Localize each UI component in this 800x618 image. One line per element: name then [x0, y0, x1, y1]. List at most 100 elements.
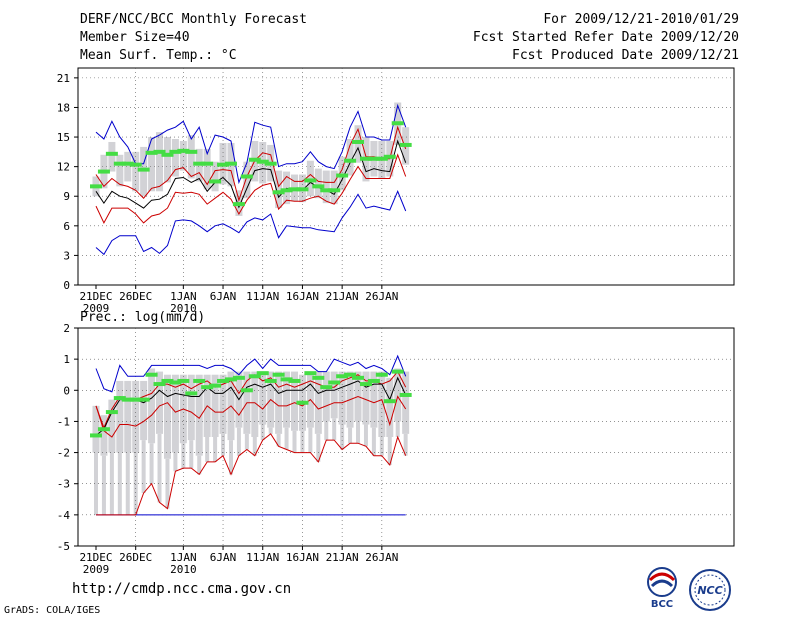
box-day-33: [346, 139, 354, 176]
median-marker-day-15: [201, 385, 214, 390]
median-marker-day-7: [137, 167, 150, 172]
box-day-31: [330, 170, 338, 205]
whisker-day-8: [149, 443, 154, 484]
x-tick-label: 11JAN: [246, 551, 279, 564]
median-marker-day-17: [217, 162, 230, 167]
whisker-day-29: [316, 433, 321, 462]
x-tick-label: 21DEC: [79, 551, 112, 564]
box-day-8: [148, 368, 156, 444]
series-mean-line: [95, 139, 407, 209]
median-marker-day-21: [248, 374, 261, 379]
box-day-31: [330, 371, 338, 419]
median-marker-day-5: [121, 397, 134, 402]
median-marker-day-8: [145, 372, 158, 377]
median-marker-day-1: [90, 184, 102, 189]
x-tick-label: 16JAN: [286, 290, 319, 303]
box-day-11: [171, 374, 179, 453]
median-marker-day-5: [121, 161, 134, 166]
y-tick-label: 12: [57, 161, 70, 174]
ncc-logo-text: NCC: [697, 584, 722, 597]
median-marker-day-2: [97, 427, 110, 432]
box-day-20: [243, 161, 251, 199]
median-marker-day-18: [224, 161, 237, 166]
forecast-period-label: For 2009/12/21-2010/01/29: [543, 12, 739, 27]
median-marker-day-39: [391, 121, 404, 126]
whisker-day-39: [395, 421, 400, 437]
median-marker-day-21: [248, 157, 261, 162]
median-marker-day-8: [145, 150, 158, 155]
x-tick-label: 21JAN: [326, 551, 359, 564]
median-marker-day-32: [336, 173, 349, 178]
whisker-day-12: [181, 443, 186, 469]
whisker-day-5: [125, 452, 130, 515]
box-day-1: [92, 405, 100, 453]
median-marker-day-13: [185, 149, 198, 154]
grads-label: GrADS: COLA/IGES: [4, 605, 101, 616]
median-marker-day-4: [113, 161, 126, 166]
whisker-day-9: [157, 433, 162, 503]
median-marker-day-23: [264, 378, 277, 383]
median-marker-day-31: [328, 188, 341, 193]
box-day-10: [163, 374, 171, 459]
median-marker-day-18: [224, 377, 237, 382]
box-day-25: [283, 371, 291, 428]
chart-title: DERF/NCC/BCC Monthly Forecast: [80, 12, 307, 27]
median-marker-day-38: [383, 399, 396, 404]
x-tick-label: 6JAN: [210, 551, 237, 564]
median-marker-day-19: [232, 202, 245, 207]
x-tick-year-label: 2010: [170, 302, 197, 315]
box-day-16: [211, 374, 219, 437]
ncc-logo: NCC: [689, 569, 731, 611]
median-marker-day-24: [272, 190, 285, 195]
x-tick-year-label: 2009: [83, 563, 110, 576]
box-day-12: [179, 140, 187, 171]
whisker-day-26: [292, 430, 297, 453]
y-tick-label: 6: [63, 220, 70, 233]
median-marker-day-38: [383, 154, 396, 159]
box-day-4: [116, 380, 124, 453]
box-day-30: [322, 170, 330, 204]
median-marker-day-22: [256, 159, 269, 164]
y-tick-label: -4: [57, 509, 71, 522]
median-marker-day-26: [288, 187, 301, 192]
median-marker-day-25: [280, 377, 293, 382]
bcc-logo: BCC: [647, 567, 677, 610]
median-marker-day-22: [256, 371, 269, 376]
x-tick-label: 6JAN: [210, 290, 237, 303]
box-day-14: [195, 374, 203, 456]
box-day-35: [362, 371, 370, 425]
whisker-day-13: [189, 440, 194, 469]
median-marker-day-9: [153, 382, 166, 387]
median-marker-day-33: [344, 158, 357, 163]
median-marker-day-33: [344, 372, 357, 377]
variable-label: Mean Surf. Temp.: °C: [80, 48, 237, 63]
median-marker-day-37: [375, 372, 388, 377]
whisker-day-20: [244, 433, 249, 450]
median-marker-day-16: [209, 179, 222, 184]
median-marker-day-35: [359, 156, 372, 161]
median-marker-day-32: [336, 374, 349, 379]
median-marker-day-16: [209, 383, 222, 388]
median-marker-day-14: [193, 378, 206, 383]
median-marker-day-20: [240, 388, 253, 393]
y-tick-label: 21: [57, 72, 70, 85]
plot-frame: [77, 327, 735, 547]
y-tick-label: 3: [63, 249, 70, 262]
whisker-day-21: [252, 437, 257, 456]
y-tick-label: -2: [57, 447, 70, 460]
box-day-40: [402, 371, 410, 434]
box-day-11: [171, 139, 179, 177]
box-day-39: [394, 368, 402, 422]
box-day-7: [140, 380, 148, 441]
x-tick-label: 26DEC: [119, 290, 152, 303]
source-url[interactable]: http://cmdp.ncc.cma.gov.cn: [72, 581, 292, 597]
median-marker-day-28: [304, 178, 317, 183]
series-max-line: [95, 354, 407, 393]
median-marker-day-14: [193, 161, 206, 166]
whisker-day-23: [268, 427, 273, 434]
median-marker-day-30: [320, 188, 333, 193]
median-marker-day-10: [161, 152, 174, 157]
whisker-day-30: [324, 421, 329, 441]
box-day-29: [314, 371, 322, 434]
